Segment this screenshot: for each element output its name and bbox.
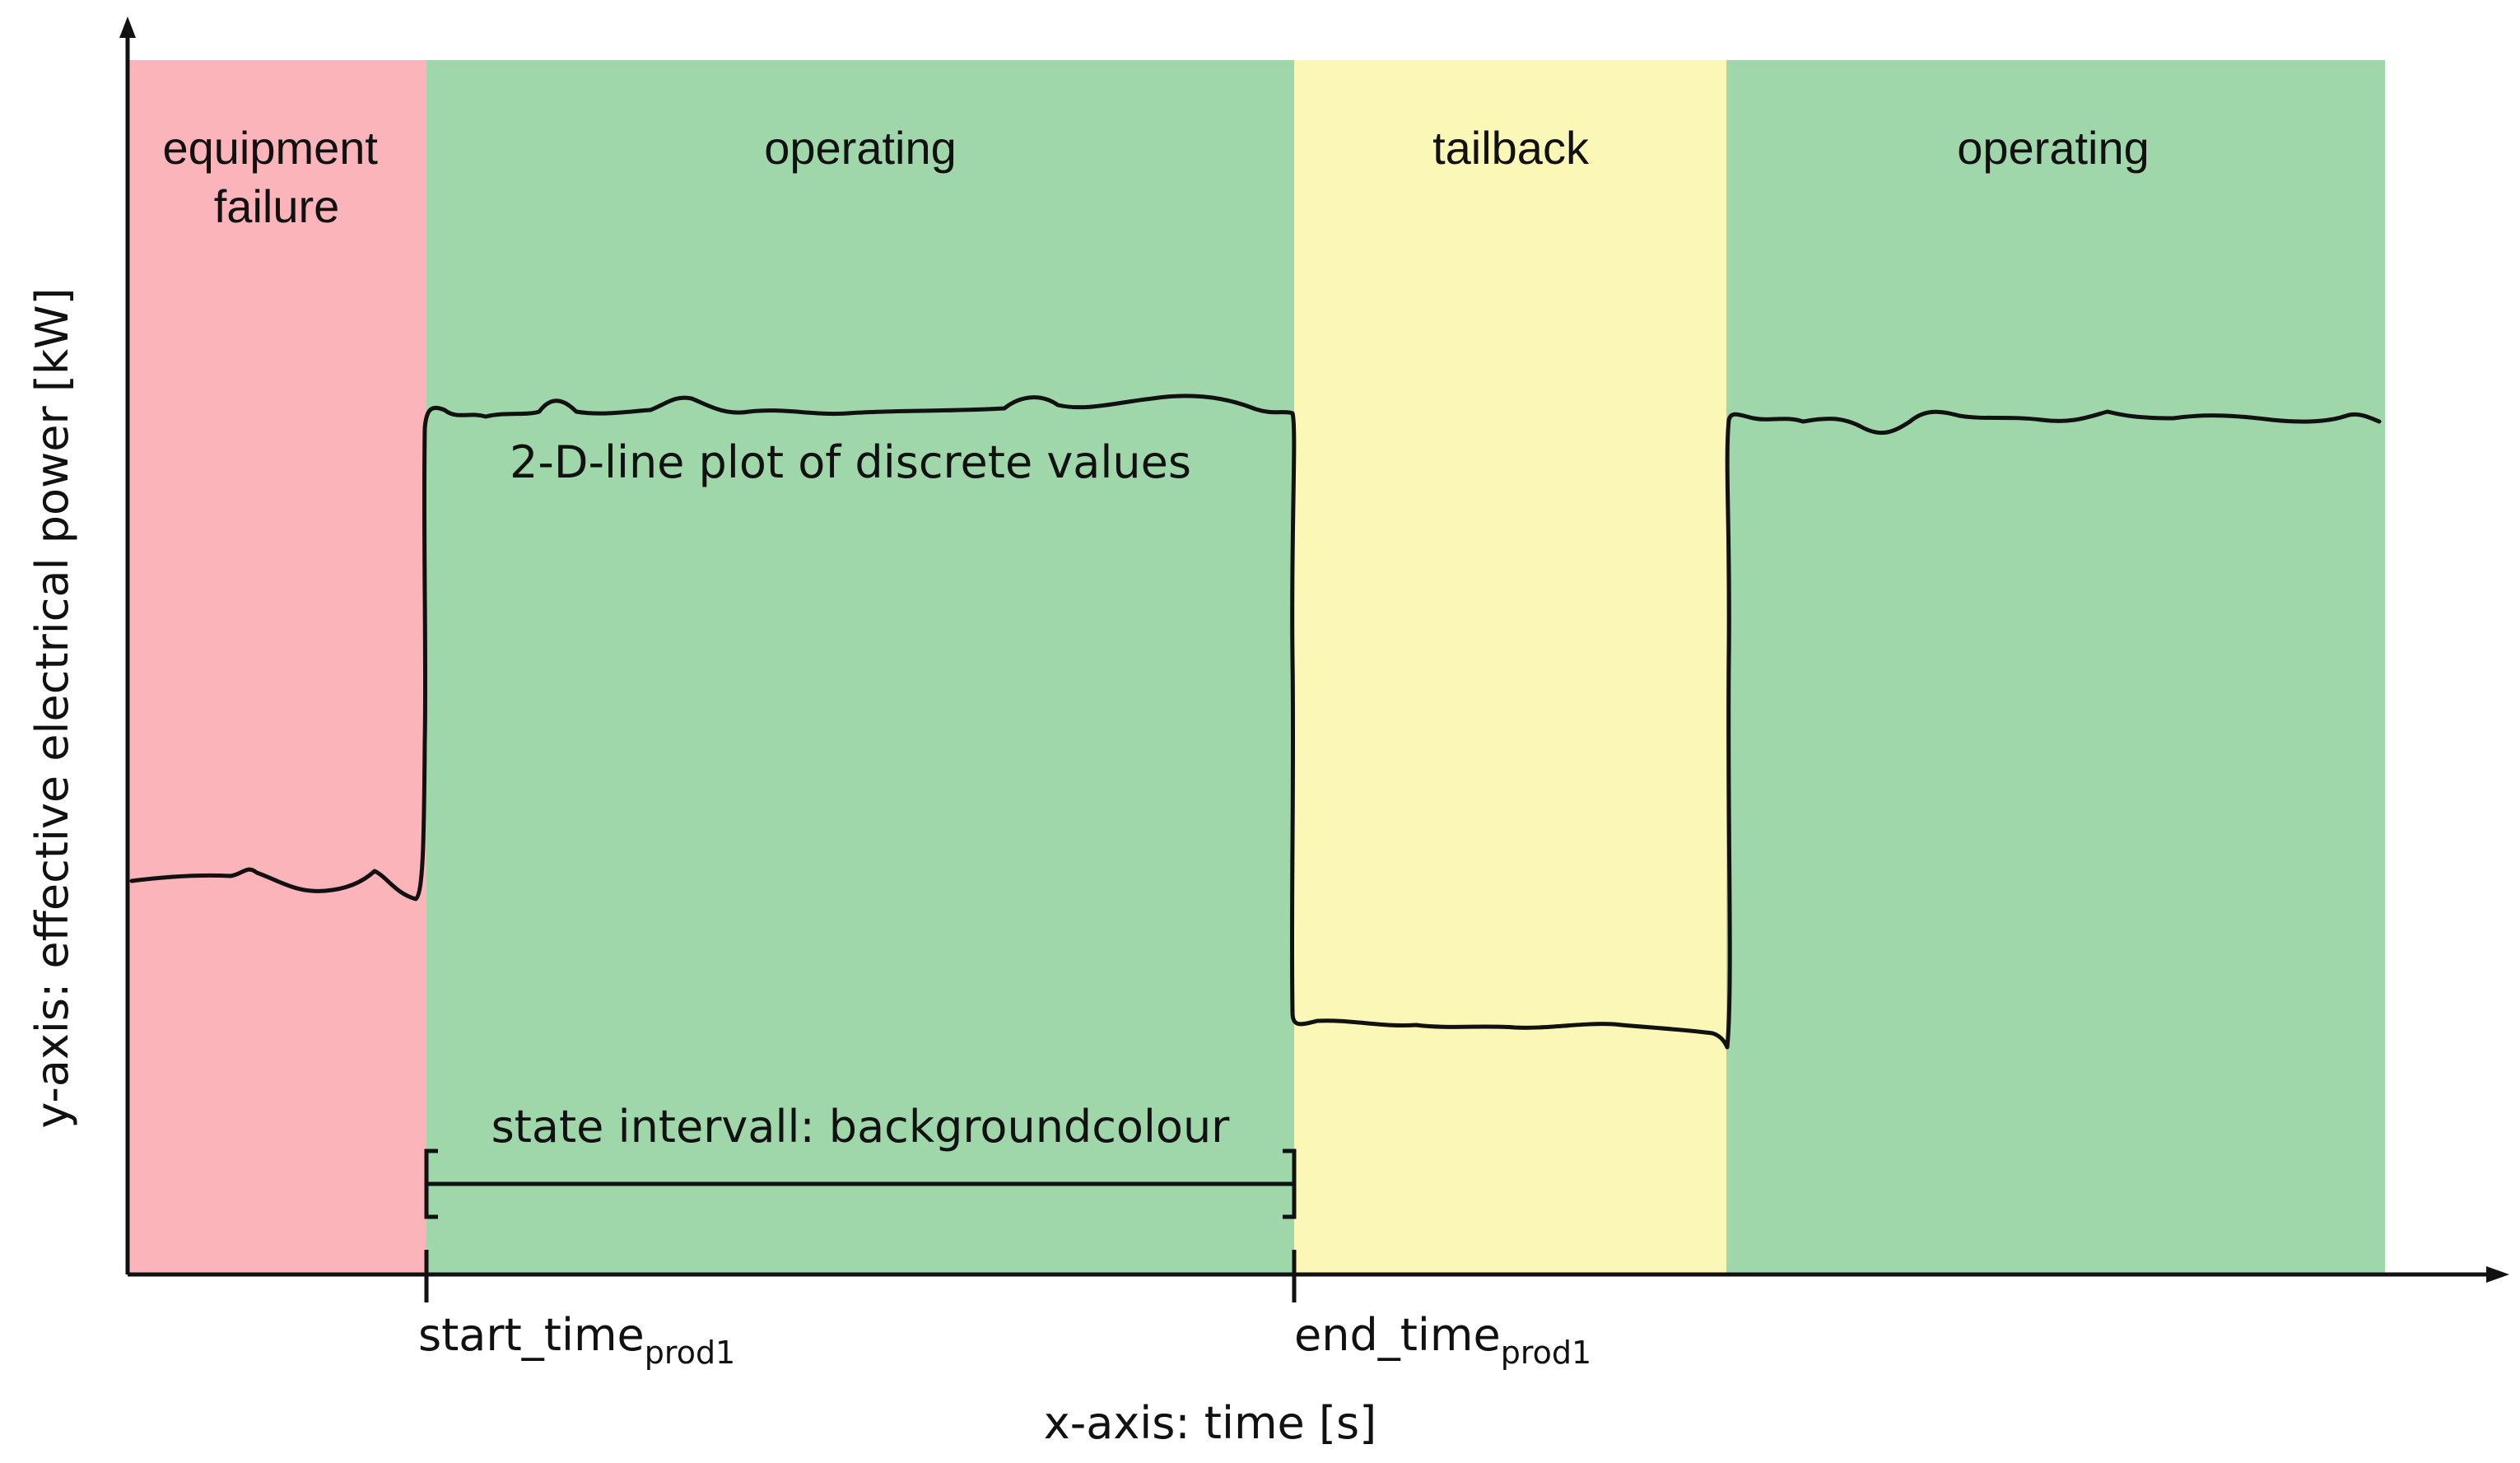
start-time-subscript: prod1 — [645, 1335, 735, 1371]
state-band-tailback — [1294, 60, 1726, 1274]
state-label-line: failure — [214, 180, 340, 232]
start-time-text: start_time — [418, 1309, 645, 1361]
x-axis-arrowhead — [2486, 1266, 2509, 1283]
interval-label: state intervall: backgroundcolour — [491, 1101, 1231, 1153]
state-band-operating — [426, 60, 1294, 1274]
axes — [125, 33, 2494, 1302]
state-label-tailback: tailback — [1432, 122, 1590, 174]
state-label-equipment-failure: equipment failure — [162, 122, 390, 232]
line-plot-label: 2-D-line plot of discrete values — [510, 436, 1191, 488]
power-line-plot — [129, 394, 2382, 1050]
state-band-equipment-failure — [128, 60, 426, 1274]
interval-left-cap — [424, 1149, 438, 1219]
x-axis-title: x-axis: time [s] — [1044, 1397, 1376, 1449]
state-band-operating-2 — [1726, 60, 2385, 1274]
end-time-text: end_time — [1294, 1309, 1501, 1361]
state-label-operating: operating — [764, 122, 957, 174]
y-axis-title: y-axis: effective electrical power [kW] — [26, 287, 78, 1128]
end-time-label: end_timeprod1 — [1294, 1309, 1591, 1371]
state-label-line: equipment — [162, 122, 378, 174]
interval-right-cap — [1283, 1149, 1297, 1219]
end-time-subscript: prod1 — [1501, 1335, 1591, 1371]
interval-bracket — [424, 1149, 1297, 1219]
y-axis-arrowhead — [119, 16, 136, 38]
power-line-segment — [129, 394, 2382, 1050]
state-label-operating-2: operating — [1957, 122, 2150, 174]
start-time-label: start_timeprod1 — [418, 1309, 735, 1371]
